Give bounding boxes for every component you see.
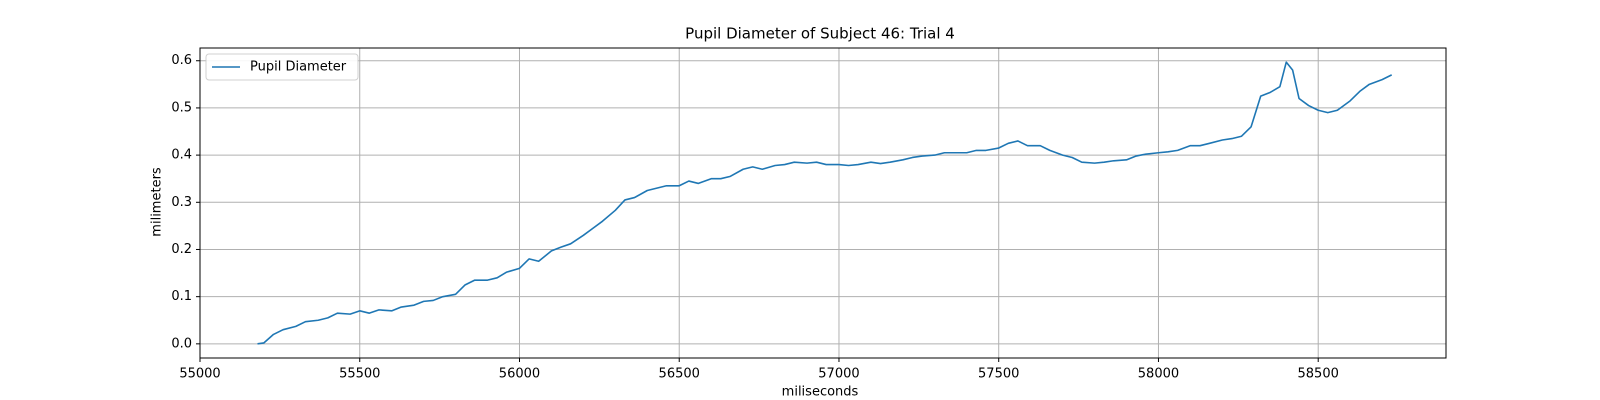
chart-title: Pupil Diameter of Subject 46: Trial 4: [685, 25, 955, 43]
y-tick-label: 0.5: [171, 100, 192, 115]
legend-label: Pupil Diameter: [250, 60, 347, 75]
y-tick-label: 0.4: [171, 148, 192, 163]
y-tick-label: 0.0: [171, 336, 192, 351]
y-tick-label: 0.3: [171, 195, 192, 210]
y-tick-label: 0.6: [171, 53, 192, 68]
y-axis-label: milimeters: [150, 167, 165, 237]
x-tick-label: 58500: [1298, 367, 1339, 382]
x-tick-label: 56000: [499, 367, 540, 382]
y-tick-label: 0.2: [171, 242, 192, 257]
x-axis-label: miliseconds: [782, 385, 859, 400]
legend-box: [205, 53, 359, 81]
plot-frame: [199, 47, 1447, 359]
x-tick-label: 58000: [1138, 367, 1179, 382]
data-line: [257, 61, 1393, 345]
x-tick-label: 57000: [818, 367, 859, 382]
x-tick-label: 57500: [978, 367, 1019, 382]
legend: Pupil Diameter: [205, 53, 359, 81]
x-tick-label: 55000: [179, 367, 220, 382]
x-tick-label: 56500: [659, 367, 700, 382]
y-tick-label: 0.1: [171, 289, 192, 304]
x-tick-label: 55500: [339, 367, 380, 382]
